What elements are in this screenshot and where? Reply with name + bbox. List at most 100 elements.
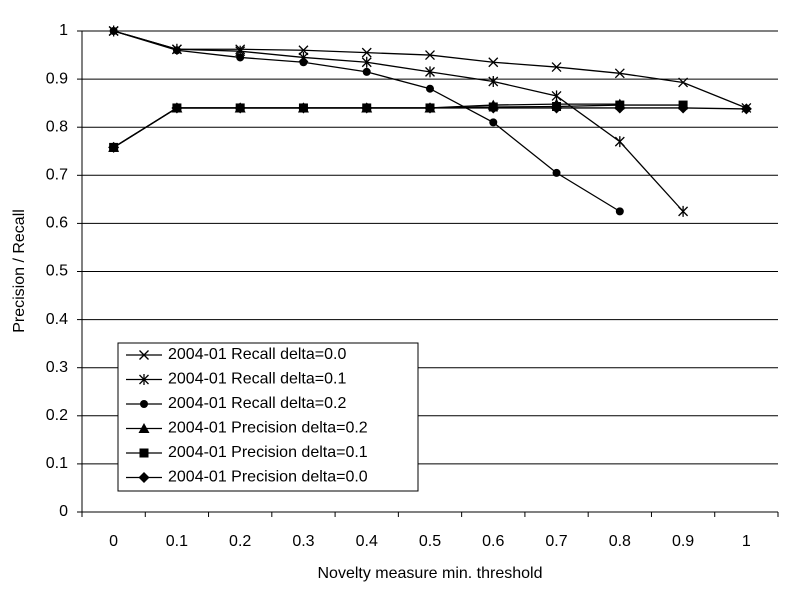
marker-part (551, 102, 563, 114)
y-tick-label: 0.9 (46, 70, 68, 87)
marker (361, 47, 372, 58)
marker-part (740, 103, 752, 115)
marker-part (487, 102, 499, 114)
y-tick-label: 0 (59, 503, 68, 520)
x-tick-label: 0.4 (356, 533, 378, 550)
marker (138, 423, 150, 433)
marker-part (234, 102, 246, 114)
marker (171, 102, 183, 114)
marker-part (140, 400, 148, 408)
y-tick-label: 1 (59, 22, 68, 39)
y-tick-label: 0.7 (46, 167, 68, 184)
marker-part (138, 423, 150, 433)
series-line (113, 30, 684, 212)
x-tick-label: 0.5 (419, 533, 441, 550)
marker (678, 205, 689, 217)
marker-part (297, 102, 309, 114)
x-tick-label: 0.7 (545, 533, 567, 550)
marker-part (426, 84, 434, 93)
y-axis-title: Precision / Recall (11, 209, 28, 333)
x-tick-label: 0.2 (229, 533, 251, 550)
x-tick-label: 0.8 (609, 533, 631, 550)
marker (299, 58, 308, 67)
marker-part (551, 62, 562, 73)
marker (426, 84, 434, 93)
marker (297, 102, 309, 114)
marker (139, 448, 149, 458)
marker-part (361, 47, 372, 58)
y-tick-label: 0.4 (46, 311, 68, 328)
marker (425, 50, 435, 61)
marker (488, 76, 499, 88)
y-tick-label: 0.5 (46, 263, 68, 280)
legend-label: 2004-01 Precision delta=0.2 (168, 420, 368, 437)
marker-part (677, 102, 689, 114)
marker (139, 374, 149, 385)
marker-part (172, 46, 181, 55)
marker-part (552, 168, 561, 177)
marker (109, 27, 118, 35)
marker (298, 45, 309, 56)
marker (614, 68, 625, 79)
x-tick-label: 0.6 (482, 533, 504, 550)
marker-part (138, 472, 150, 483)
y-tick-label: 0.6 (46, 215, 68, 232)
marker (361, 102, 373, 114)
marker-part (171, 102, 183, 114)
x-tick-label: 0.9 (672, 533, 694, 550)
legend-label: 2004-01 Recall delta=0.2 (168, 395, 346, 412)
marker (678, 77, 689, 88)
marker (552, 168, 561, 177)
marker-part (425, 50, 435, 61)
marker (172, 46, 181, 55)
marker-part (139, 350, 149, 360)
marker (487, 102, 499, 114)
marker-part (614, 102, 626, 114)
legend-box (117, 342, 419, 492)
marker-part (489, 118, 498, 127)
marker-part (299, 58, 308, 67)
marker (424, 102, 436, 114)
marker-part (236, 53, 245, 62)
marker (108, 141, 120, 153)
marker (489, 118, 498, 127)
marker (677, 102, 689, 114)
marker-part (108, 141, 120, 153)
x-tick-label: 0.1 (166, 533, 188, 550)
marker-part (362, 67, 371, 76)
marker (740, 103, 752, 115)
x-axis-title: Novelty measure min. threshold (318, 565, 543, 582)
marker (138, 472, 150, 483)
marker-part (615, 207, 624, 216)
x-tick-label: 1 (742, 533, 751, 550)
marker-part (139, 448, 149, 458)
marker-part (109, 27, 118, 35)
marker (234, 102, 246, 114)
x-tick-label: 0 (109, 533, 118, 550)
marker-part (298, 45, 309, 56)
marker (362, 67, 371, 76)
marker-part (424, 102, 436, 114)
y-tick-label: 0.1 (46, 455, 68, 472)
legend-label: 2004-01 Precision delta=0.1 (168, 444, 368, 461)
y-tick-label: 0.3 (46, 359, 68, 376)
marker (139, 350, 149, 360)
marker (551, 62, 562, 73)
marker (361, 56, 372, 68)
x-tick-label: 0.3 (292, 533, 314, 550)
marker (140, 400, 148, 408)
marker-part (614, 68, 625, 79)
marker (551, 102, 563, 114)
marker (614, 136, 625, 148)
marker (488, 57, 499, 68)
marker (236, 53, 245, 62)
legend-label: 2004-01 Precision delta=0.0 (168, 469, 368, 486)
marker (614, 102, 626, 114)
legend-label: 2004-01 Recall delta=0.1 (168, 371, 346, 388)
y-tick-label: 0.2 (46, 407, 68, 424)
marker (425, 66, 435, 78)
legend-label: 2004-01 Recall delta=0.0 (168, 346, 346, 363)
marker (615, 207, 624, 216)
marker-part (488, 57, 499, 68)
